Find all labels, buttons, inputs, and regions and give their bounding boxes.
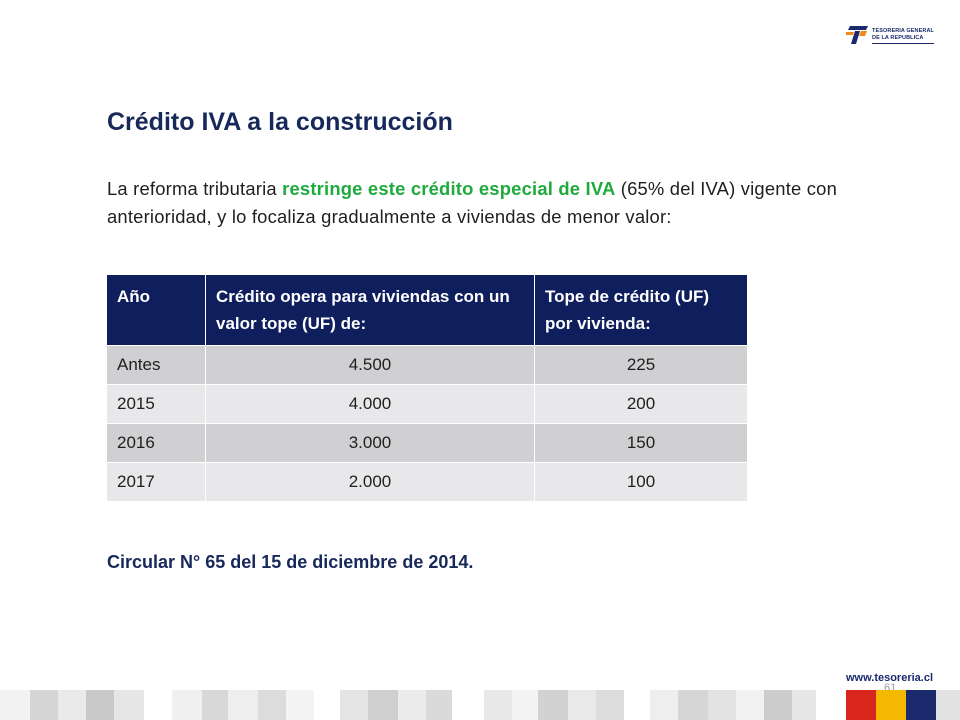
cell-credit-cap: 150 (534, 423, 747, 463)
logo-line-1: TESORERIA GENERAL (872, 28, 935, 34)
header-year: Año (107, 275, 206, 346)
cell-credit-cap: 225 (534, 345, 747, 385)
tesoreria-logo-icon (846, 26, 868, 44)
cell-credit-cap: 200 (534, 384, 747, 424)
flag-red-block (846, 690, 876, 720)
cell-year: 2017 (107, 462, 206, 501)
cell-year: 2016 (107, 423, 206, 463)
cell-credit-cap: 100 (534, 462, 747, 501)
cell-value-cap: 3.000 (205, 423, 535, 463)
flag-blue-block (906, 690, 936, 720)
header-value-cap: Crédito opera para viviendas con un valo… (205, 275, 535, 346)
logo-line-2: DE LA REPUBLICA (872, 35, 924, 41)
tesoreria-logo: TESORERIA GENERAL DE LA REPUBLICA (846, 24, 936, 48)
intro-text-before: La reforma tributaria (107, 178, 283, 199)
intro-paragraph: La reforma tributaria restringe este cré… (107, 175, 837, 231)
cell-value-cap: 4.000 (205, 384, 535, 424)
decorative-bottom-strip (0, 690, 960, 720)
credit-table: Año Crédito opera para viviendas con un … (107, 275, 747, 501)
table-row: 2017 2.000 100 (107, 462, 747, 501)
logo-underline (872, 43, 934, 44)
header-credit-cap: Tope de crédito (UF) por vivienda: (534, 275, 747, 346)
intro-highlight: restringe este crédito especial de IVA (282, 178, 616, 199)
circular-footnote: Circular N° 65 del 15 de diciembre de 20… (107, 552, 474, 572)
table-header-row: Año Crédito opera para viviendas con un … (107, 275, 747, 346)
flag-yellow-block (876, 690, 906, 720)
intro-text-after: (65% del IVA) vigente con anterioridad, … (107, 178, 838, 227)
website-url: www.tesoreria.cl (846, 672, 934, 684)
table-row: 2015 4.000 200 (107, 384, 747, 424)
table-row: Antes 4.500 225 (107, 345, 747, 385)
cell-year: 2015 (107, 384, 206, 424)
cell-value-cap: 4.500 (205, 345, 535, 385)
cell-year: Antes (107, 345, 206, 385)
table-row: 2016 3.000 150 (107, 423, 747, 463)
slide-title: Crédito IVA a la construcción (107, 108, 453, 136)
cell-value-cap: 2.000 (205, 462, 535, 501)
